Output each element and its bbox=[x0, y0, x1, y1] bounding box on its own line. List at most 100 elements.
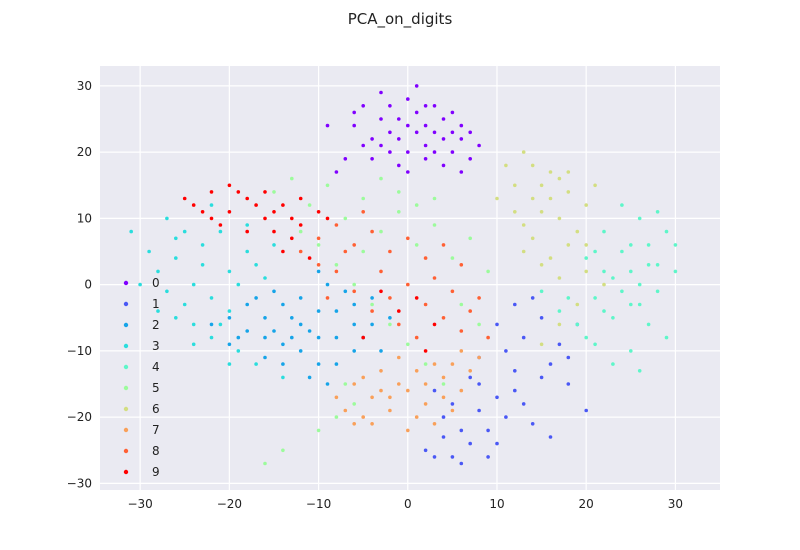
data-point bbox=[182, 229, 187, 234]
data-point bbox=[307, 375, 312, 380]
data-point bbox=[245, 302, 249, 307]
data-point bbox=[254, 263, 258, 267]
data-point bbox=[566, 170, 571, 174]
data-point bbox=[530, 422, 535, 426]
legend-item-2: 2 bbox=[123, 318, 160, 332]
data-point bbox=[245, 223, 249, 227]
data-point bbox=[272, 190, 276, 194]
data-point bbox=[316, 309, 321, 313]
data-point bbox=[459, 137, 464, 141]
series-7 bbox=[334, 349, 481, 433]
data-point bbox=[450, 256, 455, 260]
data-point bbox=[129, 229, 133, 234]
data-point bbox=[629, 269, 633, 274]
data-point bbox=[316, 263, 321, 267]
data-point bbox=[548, 196, 553, 201]
data-point bbox=[539, 375, 544, 380]
data-point bbox=[352, 289, 357, 294]
data-point bbox=[379, 289, 383, 294]
data-point bbox=[361, 335, 366, 340]
data-point bbox=[432, 104, 437, 108]
data-point bbox=[637, 302, 642, 307]
data-point bbox=[370, 322, 374, 327]
data-point bbox=[495, 395, 499, 400]
data-point bbox=[281, 302, 285, 307]
data-point bbox=[477, 382, 481, 386]
data-point bbox=[566, 243, 571, 247]
data-point bbox=[263, 335, 267, 340]
data-point bbox=[539, 210, 544, 214]
data-point bbox=[593, 183, 597, 188]
data-point bbox=[459, 461, 464, 466]
data-point bbox=[477, 322, 481, 327]
data-point bbox=[263, 316, 267, 320]
data-point bbox=[673, 269, 678, 274]
data-point bbox=[307, 329, 312, 333]
data-point bbox=[406, 170, 410, 174]
data-point bbox=[539, 289, 544, 294]
data-point bbox=[298, 349, 303, 353]
data-point bbox=[343, 408, 348, 413]
data-point bbox=[227, 316, 232, 320]
data-point bbox=[441, 395, 446, 400]
data-point bbox=[664, 335, 669, 340]
data-point bbox=[397, 355, 401, 360]
legend-marker bbox=[123, 343, 129, 349]
data-point bbox=[388, 150, 392, 154]
data-point bbox=[530, 196, 535, 201]
data-point bbox=[673, 243, 678, 247]
data-point bbox=[450, 455, 455, 459]
data-point bbox=[450, 408, 455, 413]
data-point bbox=[432, 276, 437, 280]
data-point bbox=[423, 256, 428, 260]
data-point bbox=[450, 289, 455, 294]
data-point bbox=[593, 249, 597, 254]
data-point bbox=[459, 263, 464, 267]
data-point bbox=[379, 117, 383, 121]
data-point bbox=[441, 316, 446, 320]
data-point bbox=[486, 335, 490, 340]
y-tick-label: −20 bbox=[67, 410, 92, 424]
data-point bbox=[441, 415, 446, 419]
data-point bbox=[575, 322, 580, 327]
data-point bbox=[379, 269, 383, 274]
data-point bbox=[379, 90, 383, 95]
data-point bbox=[388, 130, 392, 135]
data-point bbox=[361, 415, 366, 419]
data-point bbox=[334, 415, 339, 419]
data-point bbox=[414, 84, 419, 88]
data-point bbox=[343, 249, 348, 254]
data-point bbox=[370, 302, 374, 307]
grid-lines bbox=[100, 66, 720, 490]
data-point bbox=[370, 137, 374, 141]
data-point bbox=[352, 243, 357, 247]
data-point bbox=[468, 369, 473, 373]
data-point bbox=[334, 395, 339, 400]
data-point bbox=[254, 362, 258, 366]
data-point bbox=[477, 355, 481, 360]
data-point bbox=[423, 104, 428, 108]
data-point bbox=[361, 196, 366, 201]
data-point bbox=[236, 282, 241, 287]
data-point bbox=[432, 223, 437, 227]
x-tick-label: 10 bbox=[489, 497, 504, 511]
data-point bbox=[584, 408, 588, 413]
data-point bbox=[263, 355, 267, 360]
data-point bbox=[307, 203, 312, 207]
data-point bbox=[388, 296, 392, 300]
data-point bbox=[209, 335, 214, 340]
data-point bbox=[468, 157, 473, 161]
data-point bbox=[352, 322, 357, 327]
data-point bbox=[182, 196, 187, 201]
data-point bbox=[548, 435, 553, 439]
data-point bbox=[182, 302, 187, 307]
data-point bbox=[174, 256, 178, 260]
data-point bbox=[593, 342, 597, 347]
data-point bbox=[272, 329, 276, 333]
data-point bbox=[655, 210, 660, 214]
data-point bbox=[370, 296, 374, 300]
data-point bbox=[504, 415, 508, 419]
data-point bbox=[281, 203, 285, 207]
data-point bbox=[388, 104, 392, 108]
legend-label: 1 bbox=[152, 297, 160, 311]
